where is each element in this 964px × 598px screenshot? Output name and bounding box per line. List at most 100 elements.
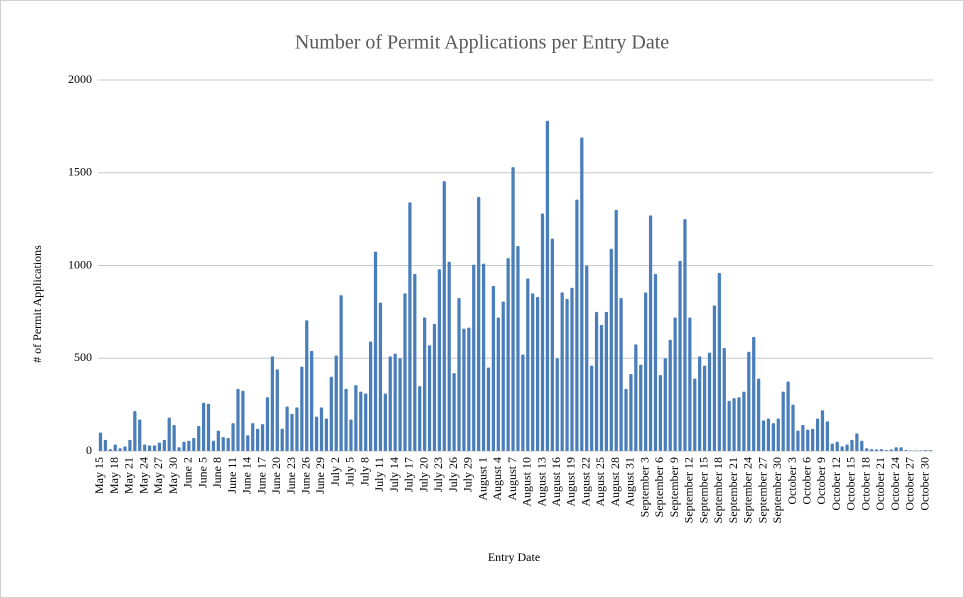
x-tick-label: August 13 [534,457,548,507]
x-tick-label: May 15 [92,457,106,494]
x-tick-label: July 2 [328,457,342,486]
bar [811,428,815,451]
x-tick-label: August 1 [475,457,489,501]
bar [432,323,437,451]
bar [442,181,446,451]
bar [909,450,913,451]
bar [860,440,864,451]
x-tick-label: August 7 [505,457,519,501]
bar [300,366,304,451]
bar [467,327,471,451]
x-tick-label: June 23 [284,457,298,494]
y-axis-label: # of Permit Applications [30,245,44,363]
x-tick-label: September 24 [741,457,755,523]
bar [658,374,663,451]
bar [310,350,314,451]
bar [364,393,368,451]
bar [270,356,274,451]
bar [668,339,672,451]
bar [472,264,476,451]
x-tick-label: October 6 [800,457,814,505]
x-tick-label: October 30 [917,457,931,511]
bar [103,439,107,451]
bar [786,381,790,451]
x-tick-label: September 21 [726,457,740,523]
bar [393,353,397,451]
bar [133,411,137,451]
bar [619,297,623,451]
bar [251,423,255,451]
bar [138,419,142,451]
bar [506,258,510,451]
bar [840,446,844,451]
bar [221,437,225,451]
x-tick-label: August 22 [578,457,592,507]
bar [575,199,579,451]
bar [201,402,206,451]
x-tick-label: September 6 [652,457,666,517]
bar [383,393,387,451]
bar [673,317,677,451]
x-tick-label: July 20 [416,457,430,492]
bar [766,418,771,451]
bar [535,297,540,451]
x-tick-label: September 18 [711,457,725,523]
bar [904,450,908,451]
bar [162,439,166,451]
bar [644,292,648,451]
bar [609,248,613,451]
bar [236,388,240,451]
bar [752,336,756,451]
bar [290,413,294,451]
bar [319,407,324,451]
bar [604,311,608,451]
bar [855,433,859,451]
bar [501,301,505,451]
bar [378,302,383,451]
chart-title: Number of Permit Applications per Entry … [295,32,669,54]
y-tick-label: 2000 [68,72,92,86]
x-tick-label: July 5 [343,457,357,486]
x-tick-label: October 12 [829,457,843,511]
bar [570,287,574,451]
bar [349,419,353,451]
x-tick-label: September 27 [755,457,769,523]
bar [334,355,338,451]
bar [712,305,717,451]
bar [197,425,201,451]
bar [850,439,854,451]
x-tick-label: October 27 [903,457,917,511]
bar [531,293,535,451]
bar [815,418,820,451]
y-tick-label: 500 [74,350,92,364]
x-tick-label: October 18 [858,457,872,511]
bar [206,403,211,451]
bar [241,390,245,451]
bar [437,269,441,451]
bar [182,441,186,451]
bar [526,278,530,451]
bar [128,439,132,451]
bar [585,265,589,451]
bar [118,448,122,451]
bar [884,450,888,451]
bar [246,435,250,451]
bar [624,388,628,451]
bar [688,317,692,451]
x-tick-label: October 15 [844,457,858,511]
bar [894,447,898,451]
x-tick-label: September 9 [667,457,681,517]
x-tick-label: June 26 [299,457,313,494]
x-tick-label: October 21 [873,457,887,511]
bar [678,260,682,451]
bar [889,449,893,451]
bar [771,423,775,451]
bar [698,356,702,451]
bar [590,365,594,451]
bar [791,404,795,451]
x-tick-label: August 4 [490,457,504,501]
bar [928,450,933,451]
bar [761,420,766,451]
bar [452,373,456,451]
bar [879,449,884,451]
